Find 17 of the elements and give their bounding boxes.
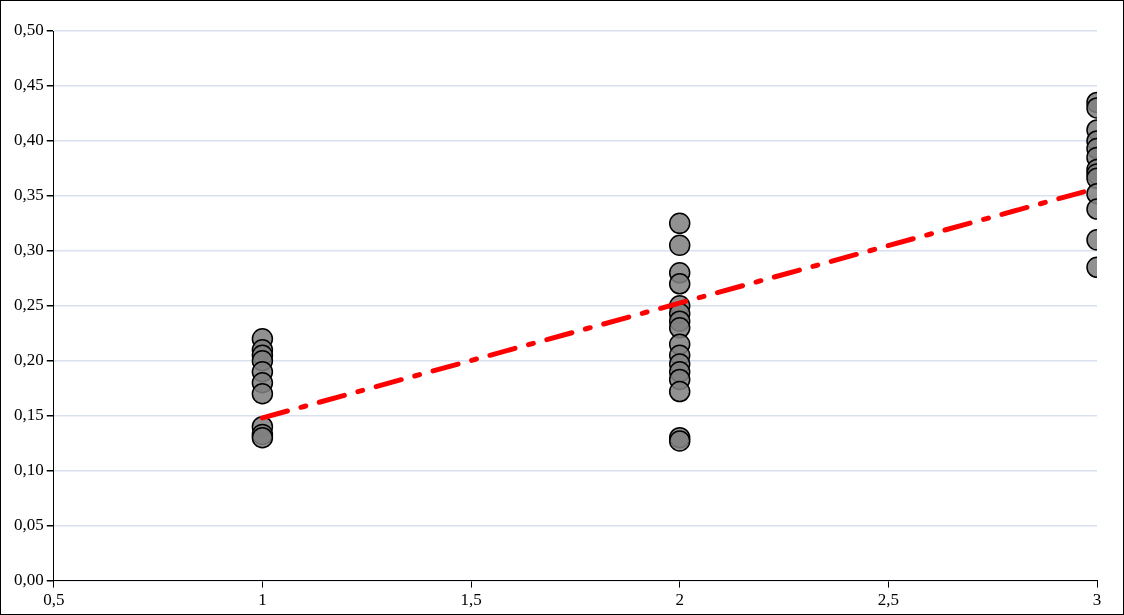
x-tick-label: 1 bbox=[258, 590, 267, 610]
x-tick-label: 1,5 bbox=[460, 590, 482, 610]
x-tick-label: 2,5 bbox=[877, 590, 899, 610]
y-tick-label: 0,40 bbox=[14, 130, 44, 150]
y-tick-label: 0,20 bbox=[14, 350, 44, 370]
y-tick-label: 0,35 bbox=[14, 185, 44, 205]
y-tick-label: 0,45 bbox=[14, 75, 44, 95]
y-tick-label: 0,05 bbox=[14, 515, 44, 535]
y-tick-label: 0,25 bbox=[14, 295, 44, 315]
y-tick-label: 0,50 bbox=[14, 20, 44, 40]
y-tick-label: 0,15 bbox=[14, 405, 44, 425]
y-tick-label: 0,30 bbox=[14, 240, 44, 260]
y-tick-label: 0,10 bbox=[14, 460, 44, 480]
y-tick-label: 0,00 bbox=[14, 570, 44, 590]
x-tick-label: 3 bbox=[1092, 590, 1102, 610]
x-tick-label: 2 bbox=[675, 590, 684, 610]
x-tick-label: 0,5 bbox=[43, 590, 65, 610]
